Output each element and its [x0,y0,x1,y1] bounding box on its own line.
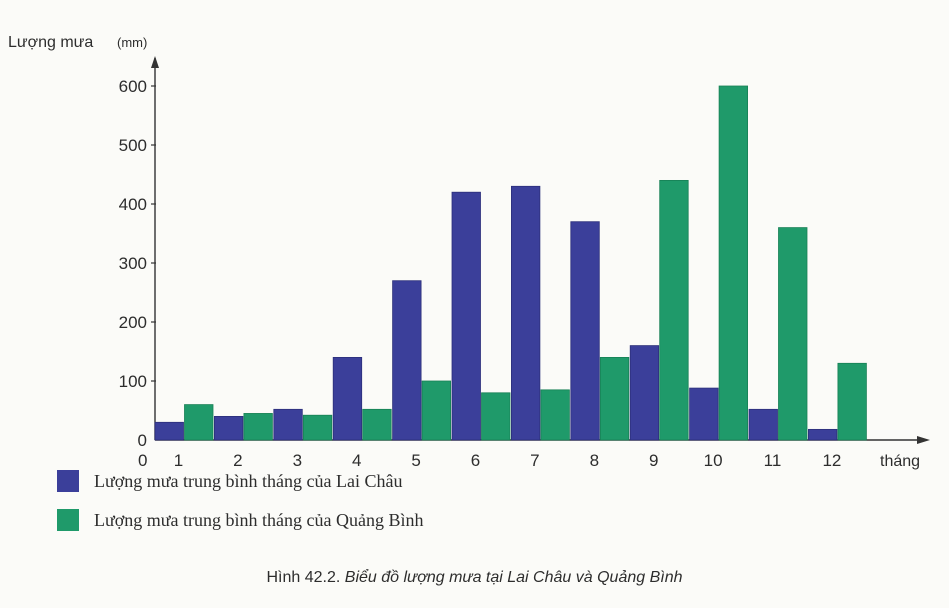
y-axis-title: Lượng mưa [8,34,93,51]
bar-quang-binh [718,85,748,441]
y-tick-label: 100 [119,372,147,391]
bar-quang-binh [184,404,214,441]
bar-lai-chau [213,415,244,441]
legend-item-lai-chau: Lượng mưa trung bình tháng của Lai Châu [57,466,423,496]
legend-label-lai-chau: Lượng mưa trung bình tháng của Lai Châu [94,470,403,491]
legend-item-quang-binh: Lượng mưa trung bình tháng của Quảng Bìn… [57,505,423,535]
bar-quang-binh [540,389,570,441]
x-tick-label: 7 [530,451,539,470]
x-tick-label: 10 [704,451,723,470]
bar-quang-binh [362,408,392,441]
x-tick-label: 4 [352,451,361,470]
x-tick-label: 1 [174,451,183,470]
x-tick-label: 9 [649,451,658,470]
y-tick-label: 200 [119,313,147,332]
origin-label: 0 [138,451,147,470]
bar-quang-binh [837,362,867,441]
x-tick-label: 12 [822,451,841,470]
x-tick-label: 3 [293,451,302,470]
y-tick-label: 400 [119,195,147,214]
bar-lai-chau [689,387,719,441]
caption-title: Biểu đồ lượng mưa tại Lai Châu và Quảng … [344,569,683,586]
bars [154,85,867,441]
bar-lai-chau [808,428,838,441]
y-tick-label: 500 [119,136,147,155]
axes [151,56,930,444]
bar-lai-chau [629,345,660,441]
caption-lead: Hình 42.2. [266,569,341,586]
x-tick-label: 2 [233,451,242,470]
bar-quang-binh [243,413,273,441]
y-axis-unit: (mm) [117,35,147,50]
bar-lai-chau [392,280,422,441]
x-tick-label: 8 [590,451,599,470]
legend-label-quang-binh: Lượng mưa trung bình tháng của Quảng Bìn… [94,509,424,530]
x-axis-arrow [917,436,930,444]
legend-swatch-lai-chau [57,470,79,492]
y-tick-label: 600 [119,77,147,96]
x-tick-label: 5 [411,451,420,470]
bar-quang-binh [481,392,511,441]
y-tick-label: 300 [119,254,147,273]
bar-quang-binh [302,414,333,441]
figure-caption: Hình 42.2. Biểu đồ lượng mưa tại Lai Châ… [0,569,949,587]
bar-quang-binh [599,356,630,441]
y-axis-arrow [151,56,159,68]
bar-lai-chau [273,408,303,441]
bar-lai-chau [510,185,541,441]
bar-quang-binh [421,380,452,441]
y-tick-label: 0 [138,431,147,450]
bar-lai-chau [154,421,184,441]
x-tick-label: 11 [764,451,782,470]
bar-quang-binh [778,227,808,441]
bar-quang-binh [659,179,689,441]
legend: Lượng mưa trung bình tháng của Lai Châu … [57,466,423,535]
bar-lai-chau [332,356,363,441]
bar-lai-chau [451,191,481,441]
legend-swatch-quang-binh [57,509,79,531]
bar-lai-chau [748,408,778,441]
x-axis-title: tháng [880,453,920,470]
x-tick-label: 6 [471,451,480,470]
bar-lai-chau [570,221,600,441]
